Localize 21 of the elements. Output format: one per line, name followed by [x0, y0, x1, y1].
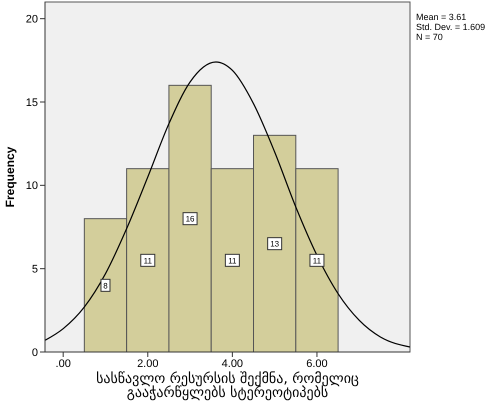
data-label: 11: [228, 256, 238, 266]
text: Mean = 3.61: [416, 12, 468, 22]
x-tick-label: 6.00: [306, 358, 328, 370]
data-label: 11: [144, 256, 152, 266]
x-axis-title: სასწავლო რესურსის შექმნა, რომელიც გააჭარწყლებს სტერეოტიპებს: [95, 371, 360, 401]
y-tick-label: 0: [32, 346, 38, 359]
x-tick-label: 2.00: [137, 358, 158, 370]
data-label: 16: [186, 214, 196, 224]
y-axis-title: Frequency: [3, 146, 17, 208]
y-tick-label: 15: [26, 96, 38, 109]
data-label: 11: [312, 256, 322, 266]
data-label: 13: [270, 240, 280, 249]
y-tick-label: 20: [26, 14, 38, 26]
line-series: [45, 61, 410, 348]
text: Std. Dev. = 1.609: [416, 22, 486, 32]
y-tick-label: 10: [26, 180, 38, 192]
x-tick-label: 4.00: [222, 358, 244, 370]
x-tick-label: .00: [56, 358, 71, 370]
y-tick-label: 5: [32, 264, 38, 276]
text: N = 70: [416, 32, 444, 42]
data-label: 8: [103, 281, 108, 290]
